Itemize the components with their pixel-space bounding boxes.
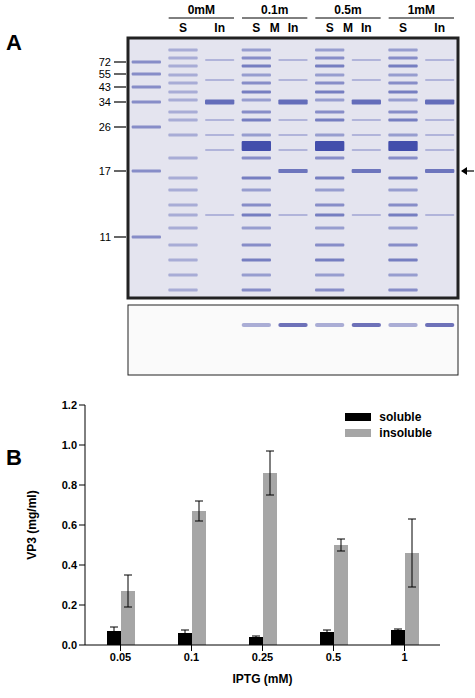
- svg-text:0.05: 0.05: [110, 651, 131, 663]
- svg-text:In: In: [288, 21, 299, 35]
- svg-text:VP3 (mg/ml): VP3 (mg/ml): [25, 490, 39, 559]
- svg-text:1: 1: [401, 651, 407, 663]
- svg-text:S: S: [252, 21, 260, 35]
- svg-text:34: 34: [99, 96, 111, 108]
- svg-text:1mM: 1mM: [408, 3, 435, 17]
- svg-text:In: In: [361, 21, 372, 35]
- svg-text:0.25: 0.25: [252, 651, 273, 663]
- svg-text:S: S: [179, 21, 187, 35]
- svg-text:0.6: 0.6: [62, 519, 77, 531]
- svg-text:0.4: 0.4: [62, 559, 78, 571]
- svg-text:55: 55: [99, 68, 111, 80]
- svg-text:0.8: 0.8: [62, 479, 77, 491]
- svg-text:0.1m: 0.1m: [261, 3, 288, 17]
- html-text:insoluble: insoluble: [379, 426, 432, 440]
- svg-text:11: 11: [100, 231, 111, 243]
- svg-text:IPTG (mM): IPTG (mM): [233, 672, 293, 686]
- svg-text:0.5: 0.5: [326, 651, 341, 663]
- svg-text:In: In: [434, 21, 445, 35]
- html-text:B: B: [6, 445, 22, 470]
- svg-text:72: 72: [99, 56, 111, 68]
- svg-text:17: 17: [99, 165, 111, 177]
- svg-text:S: S: [326, 21, 334, 35]
- svg-text:0.5m: 0.5m: [334, 3, 361, 17]
- svg-text:0mM: 0mM: [188, 3, 215, 17]
- svg-text:M: M: [270, 21, 280, 35]
- svg-text:0.0: 0.0: [62, 639, 77, 651]
- svg-text:26: 26: [99, 121, 111, 133]
- svg-text:0.2: 0.2: [62, 599, 77, 611]
- svg-text:1.2: 1.2: [62, 399, 77, 411]
- svg-text:43: 43: [99, 81, 111, 93]
- svg-text:M: M: [343, 21, 353, 35]
- svg-text:0.1: 0.1: [184, 651, 199, 663]
- svg-text:A: A: [6, 30, 22, 55]
- svg-text:S: S: [399, 21, 407, 35]
- html-text:soluble: soluble: [379, 410, 422, 424]
- svg-text:In: In: [214, 21, 225, 35]
- svg-text:1.0: 1.0: [62, 439, 77, 451]
